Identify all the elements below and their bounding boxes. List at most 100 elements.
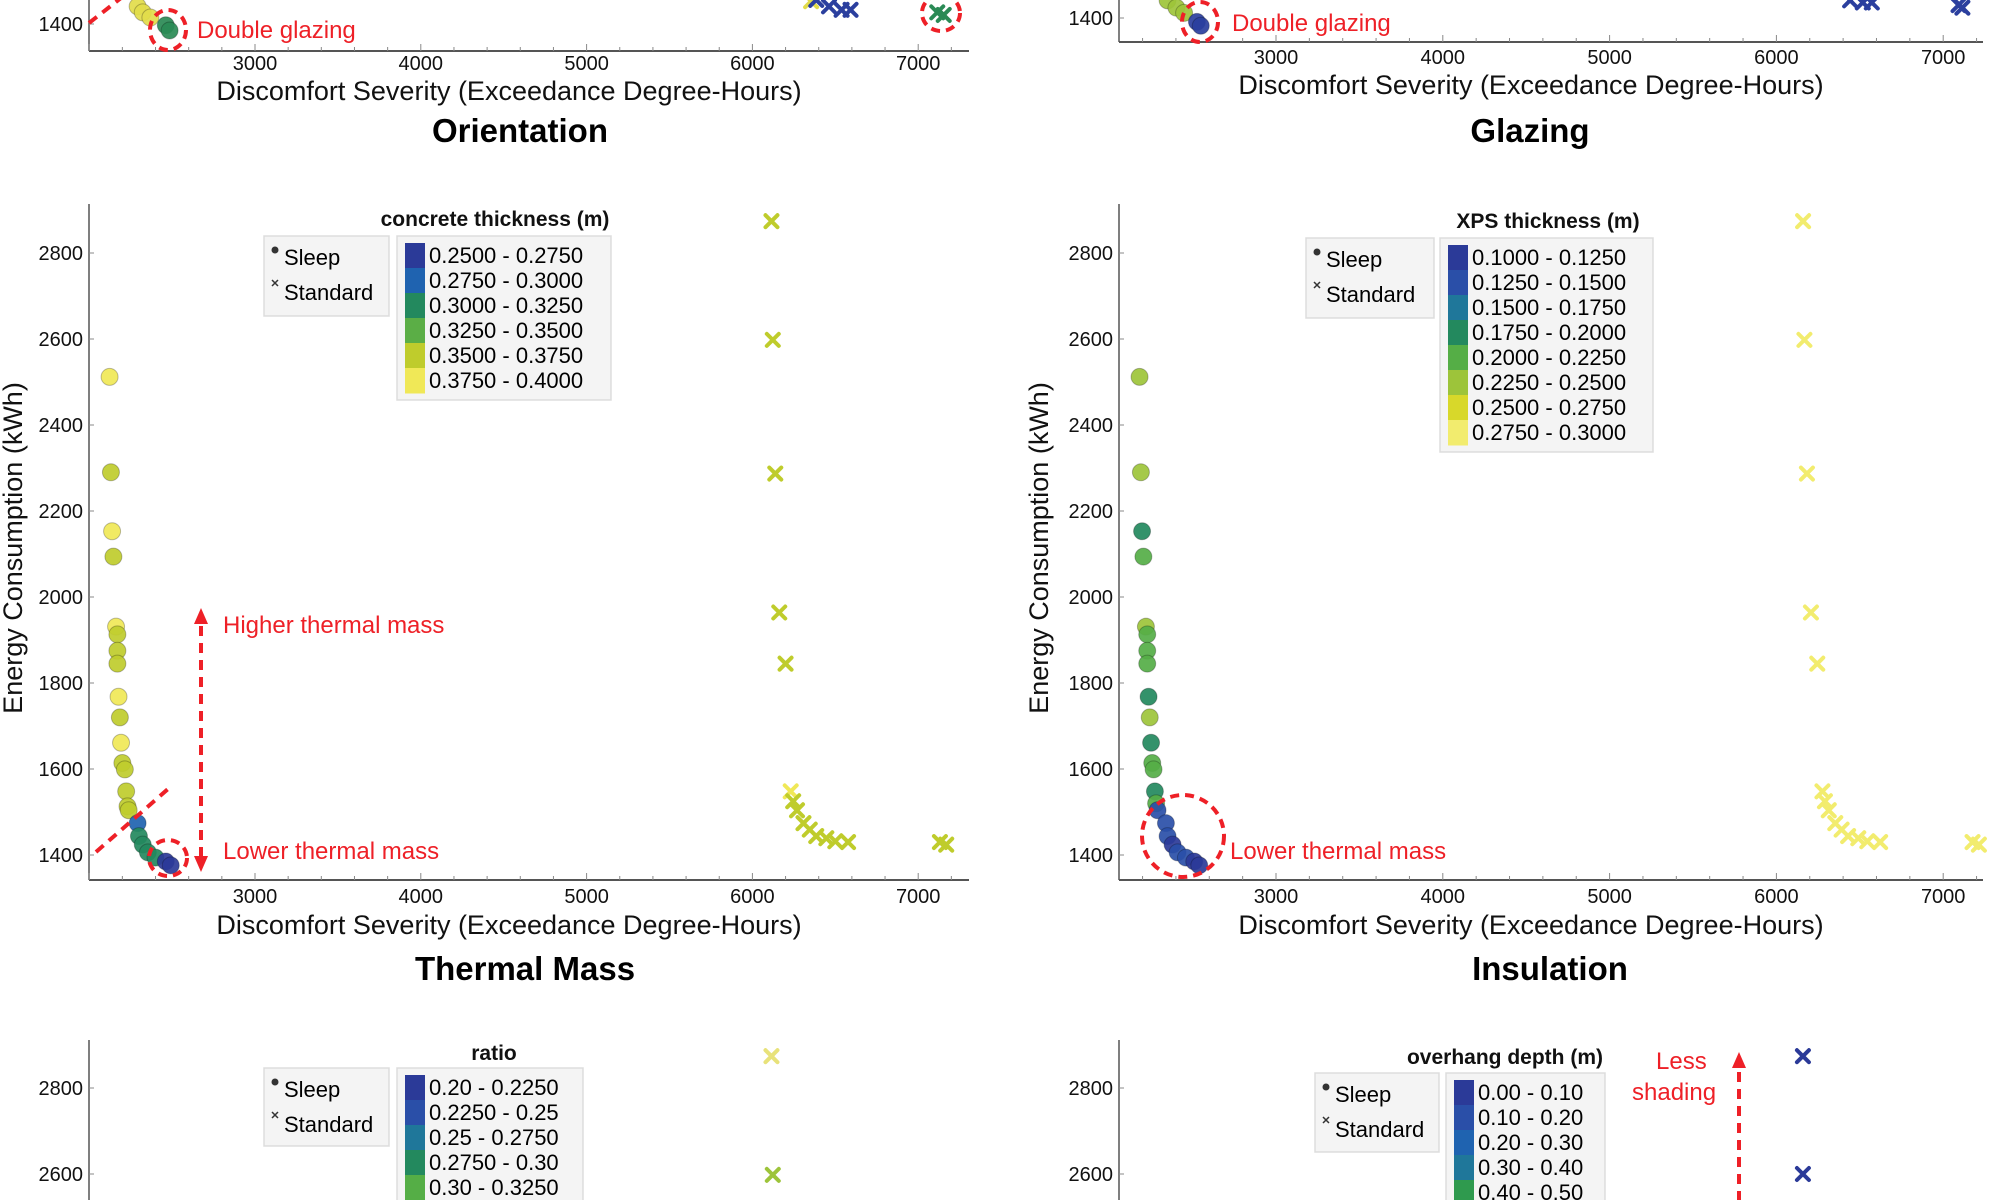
x-tick-label: 3000 (1254, 47, 1299, 69)
sleep-point (119, 801, 138, 820)
legend-color-swatch (1454, 1180, 1474, 1200)
standard-point (938, 836, 955, 853)
standard-point (1970, 836, 1987, 853)
color-legend-box (396, 235, 612, 401)
x-tick-label: 5000 (564, 886, 609, 908)
legend-bin-label: 0.2500 - 0.2750 (1472, 395, 1626, 420)
x-tick-label: 6000 (730, 886, 775, 908)
legend-color-swatch (405, 1150, 425, 1176)
standard-point (1794, 1166, 1811, 1182)
standard-point (763, 213, 780, 230)
annotations: Double glazing (1180, 0, 1391, 44)
legend-color-swatch (1448, 345, 1468, 371)
y-tick-label: 2600 (39, 1164, 84, 1186)
x-tick-label: 6000 (1754, 47, 1799, 69)
standard-point (840, 834, 857, 851)
y-axis-label: Energy Consumption (kWh) (1024, 382, 1054, 714)
y-tick-label: 2200 (39, 501, 84, 523)
color-legend-box (1439, 237, 1654, 453)
y-tick-label: 1600 (1069, 759, 1114, 781)
x-tick-label: 7000 (1921, 886, 1966, 908)
panel-title: Orientation (432, 112, 608, 149)
standard-point (789, 802, 805, 819)
x-tick-label: 3000 (1254, 886, 1299, 908)
marker-legend: Sleep Standard (1305, 237, 1435, 319)
dashed-circle (920, 0, 962, 33)
legend-label-sleep: Sleep (1335, 1082, 1391, 1107)
sleep-point (160, 21, 179, 40)
y-tick-label: 2800 (39, 243, 84, 265)
standard-point (1795, 213, 1812, 230)
legend-label-standard: Standard (1335, 1117, 1424, 1142)
y-tick-label: 2000 (1069, 587, 1114, 609)
legend-label-sleep: Sleep (1326, 247, 1382, 272)
sleep-point (104, 547, 123, 566)
annotations: Double glazing (87, 0, 962, 52)
arrow-down-icon (194, 856, 208, 872)
standard-point (1954, 0, 1971, 16)
y-tick-label: 2800 (39, 1078, 84, 1100)
marker-legend-box (263, 1067, 390, 1147)
x-axis-label: Discomfort Severity (Exceedance Degree-H… (1238, 910, 1823, 940)
annotation-label: Less (1656, 1048, 1707, 1075)
sleep-point (117, 782, 136, 801)
legend-bin-label: 0.2750 - 0.3000 (1472, 420, 1626, 445)
legend-bin-label: 0.40 - 0.50 (1478, 1180, 1583, 1200)
legend-title: overhang depth (m) (1407, 1046, 1603, 1069)
standard-marker-icon (271, 279, 279, 287)
y-tick-label: 2800 (1069, 1078, 1114, 1100)
standard-point (1802, 604, 1819, 621)
legend-bin-label: 0.2750 - 0.30 (429, 1150, 559, 1175)
y-tick-label: 1400 (1069, 845, 1114, 867)
annotations: Higher thermal mass Lower thermal mass (94, 608, 444, 878)
sleep-marker-icon (271, 1078, 279, 1086)
legend-title: ratio (471, 1042, 517, 1065)
marker-legend: Sleep Standard (263, 1067, 390, 1147)
y-tick-label: 2000 (39, 587, 84, 609)
sleep-point (1138, 654, 1157, 673)
legend-title: concrete thickness (m) (381, 208, 610, 231)
double-glazing-circle (1180, 0, 1220, 44)
annotation-label: shading (1632, 1079, 1716, 1106)
x-tick-label: 4000 (399, 53, 444, 75)
legend-bin-label: 0.2750 - 0.3000 (429, 268, 583, 293)
y-tick-label: 1800 (1069, 673, 1114, 695)
legend-bin-label: 0.3250 - 0.3500 (429, 318, 583, 343)
x-tick-label: 5000 (564, 53, 609, 75)
sleep-point (1144, 760, 1163, 779)
marker-legend-box (263, 235, 390, 317)
x-tick-label: 4000 (1421, 886, 1466, 908)
legend-color-swatch (1448, 270, 1468, 296)
legend-bin-label: 0.3000 - 0.3250 (429, 293, 583, 318)
y-tick-label: 2600 (1069, 1164, 1114, 1186)
marker-legend-box (1305, 237, 1435, 319)
standard-point (767, 465, 784, 482)
sleep-point (1131, 463, 1150, 482)
legend-color-swatch (405, 343, 425, 369)
legend-color-swatch (405, 368, 425, 394)
sleep-point (110, 708, 129, 727)
legend-label-standard: Standard (284, 1112, 373, 1137)
standard-point (1816, 793, 1833, 810)
legend-color-swatch (405, 268, 425, 294)
legend-bin-label: 0.00 - 0.10 (1478, 1080, 1583, 1105)
annotations: Less shading (1632, 1048, 1746, 1200)
legend-color-swatch (1448, 395, 1468, 421)
legend-label-standard: Standard (1326, 282, 1415, 307)
color-legend-box (396, 1067, 584, 1200)
legend-color-swatch (1448, 420, 1468, 446)
sleep-point (1138, 625, 1157, 644)
x-tick-label: 7000 (1921, 47, 1966, 69)
legend-bin-label: 0.1000 - 0.1250 (1472, 245, 1626, 270)
legend-label-standard: Standard (284, 280, 373, 305)
standard-point (1863, 0, 1880, 11)
sleep-marker-icon (271, 246, 279, 254)
arrow-up-icon (1732, 1052, 1746, 1068)
legend-bin-label: 0.2250 - 0.25 (429, 1100, 559, 1125)
legend-bin-label: 0.3750 - 0.4000 (429, 368, 583, 393)
standard-point (842, 1, 859, 18)
standard-point (785, 793, 802, 810)
dashed-divider-line (87, 0, 122, 25)
